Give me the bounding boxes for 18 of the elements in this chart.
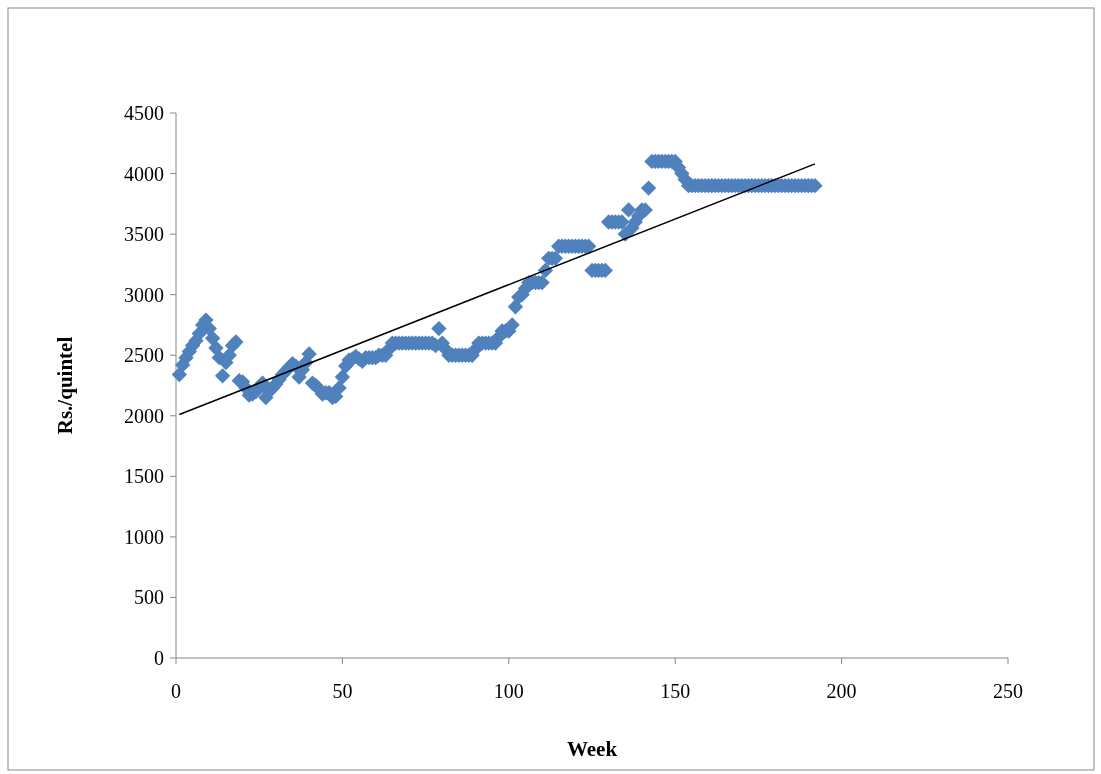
x-tick-label: 100 [493, 680, 524, 702]
y-tick-label: 500 [134, 586, 164, 609]
y-tick-label: 4500 [124, 102, 164, 124]
x-axis-title: Week [566, 737, 618, 761]
x-tick-label: 200 [826, 680, 857, 702]
x-tick-label: 0 [171, 680, 181, 702]
y-tick-label: 2500 [124, 344, 164, 367]
y-tick-label: 1500 [124, 465, 164, 488]
y-tick-label: 0 [154, 647, 164, 669]
y-tick-label: 3500 [124, 223, 164, 246]
x-tick-label: 250 [993, 680, 1023, 702]
y-tick-label: 1000 [124, 525, 164, 548]
y-axis-title: Rs./quintel [53, 336, 77, 435]
y-tick-label: 3000 [124, 283, 164, 306]
x-tick-label: 50 [332, 680, 353, 702]
y-tick-label: 4000 [124, 162, 164, 185]
y-tick-label: 2000 [124, 404, 164, 427]
x-tick-label: 150 [660, 680, 691, 702]
